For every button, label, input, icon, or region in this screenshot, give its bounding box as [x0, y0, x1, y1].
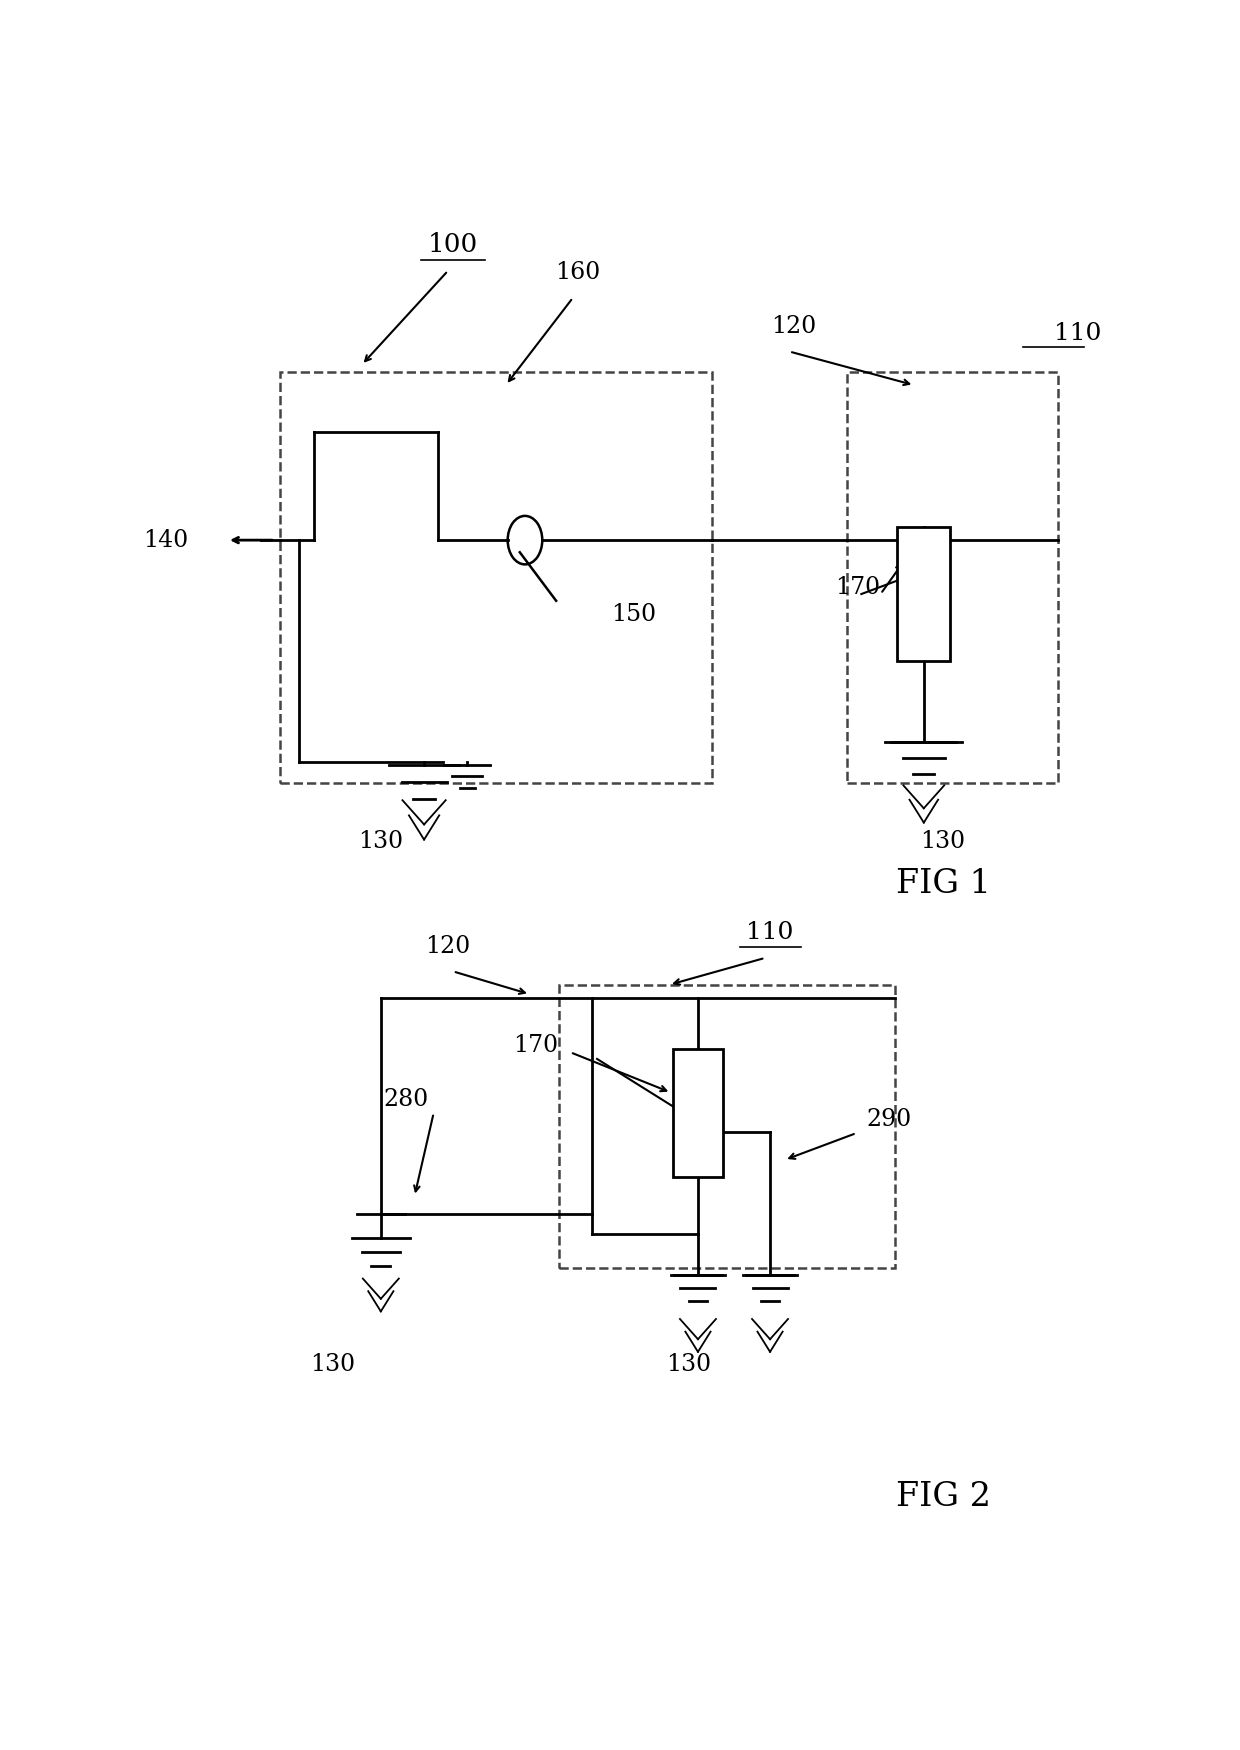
- Text: 100: 100: [428, 233, 479, 257]
- Bar: [847, 371, 1058, 782]
- Text: FIG 1: FIG 1: [895, 868, 991, 900]
- Text: 170: 170: [513, 1034, 558, 1057]
- Text: 130: 130: [920, 830, 966, 852]
- Text: 130: 130: [310, 1353, 356, 1376]
- Text: 170: 170: [836, 576, 880, 598]
- Text: 280: 280: [383, 1088, 429, 1111]
- Text: 130: 130: [358, 830, 403, 852]
- Text: 140: 140: [144, 528, 188, 551]
- Text: 110: 110: [746, 922, 794, 945]
- Text: 120: 120: [425, 934, 471, 957]
- Text: 160: 160: [556, 261, 600, 284]
- Text: 130: 130: [666, 1353, 711, 1376]
- Bar: [280, 371, 712, 782]
- Text: FIG 2: FIG 2: [895, 1480, 991, 1512]
- Bar: [673, 1048, 723, 1176]
- Bar: [558, 985, 895, 1267]
- Text: 120: 120: [771, 315, 817, 338]
- Bar: [898, 527, 950, 662]
- Text: 150: 150: [611, 602, 657, 626]
- Text: 290: 290: [866, 1108, 911, 1130]
- Text: 110: 110: [1054, 322, 1101, 345]
